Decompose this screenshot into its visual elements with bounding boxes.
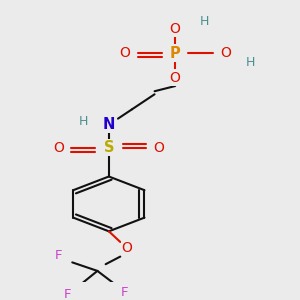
Text: P: P	[170, 46, 181, 61]
Text: O: O	[170, 22, 181, 36]
Text: F: F	[121, 286, 129, 299]
Text: O: O	[53, 141, 64, 154]
Text: O: O	[220, 46, 231, 60]
Text: H: H	[79, 115, 88, 128]
Text: O: O	[119, 46, 130, 60]
Text: N: N	[103, 117, 115, 132]
Text: F: F	[64, 288, 71, 300]
Text: H: H	[246, 56, 255, 69]
Text: O: O	[122, 241, 133, 255]
Text: O: O	[170, 70, 181, 85]
Text: S: S	[103, 140, 114, 155]
Text: O: O	[154, 141, 165, 154]
Text: F: F	[55, 249, 62, 262]
Text: H: H	[200, 15, 210, 28]
